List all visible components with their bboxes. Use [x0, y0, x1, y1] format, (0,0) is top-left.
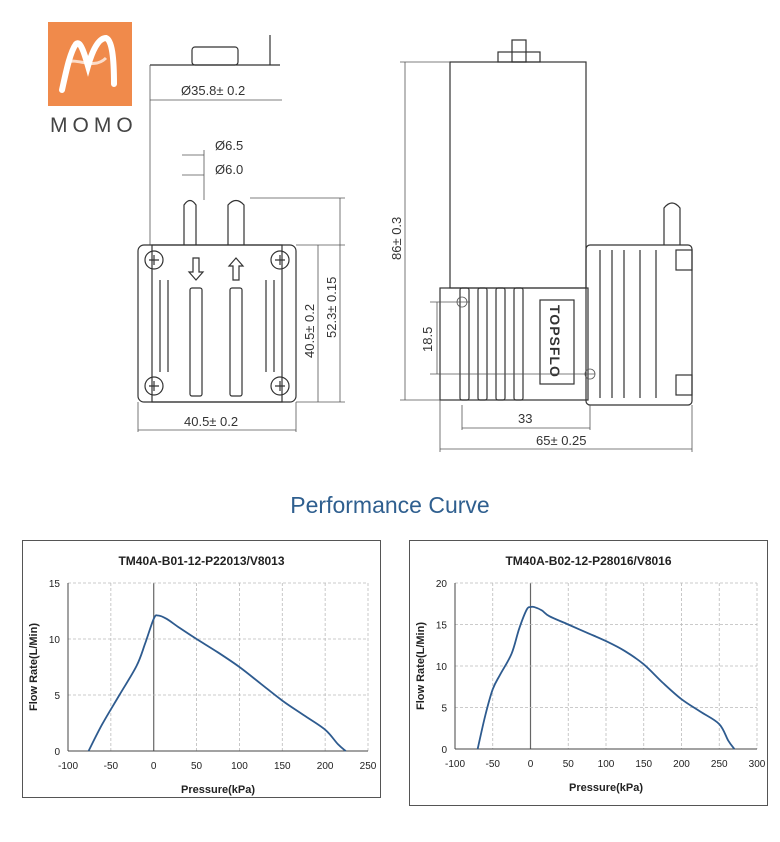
- x-tick-label: -100: [58, 761, 78, 772]
- y-axis-label: Flow Rate(L/Min): [28, 623, 40, 711]
- x-tick-label: -100: [445, 759, 465, 770]
- y-tick-label: 0: [54, 747, 60, 758]
- dim-diameter-port-inner: Ø6.0: [215, 162, 243, 177]
- dim-diameter-port-outer: Ø6.5: [215, 138, 243, 153]
- series-line: [476, 605, 736, 750]
- y-tick-label: 15: [436, 621, 448, 632]
- momo-m-logo-icon: [48, 22, 132, 106]
- dim-height-body: 40.5± 0.2: [302, 304, 317, 358]
- x-tick-label: 200: [673, 759, 690, 770]
- chart-1: TM40A-B01-12-P22013/V8013-100 -50 0 50 100 15…: [28, 554, 377, 796]
- x-tick-label: 0: [528, 759, 534, 770]
- y-tick-label: 5: [441, 704, 447, 715]
- x-tick-label: 250: [711, 759, 728, 770]
- y-tick-label: 10: [436, 662, 448, 673]
- x-tick-label: 200: [317, 761, 334, 772]
- x-axis-label: Pressure(kPa): [569, 782, 643, 794]
- y-tick-label: 15: [49, 579, 61, 590]
- x-tick-label: 50: [191, 761, 203, 772]
- x-tick-label: 250: [360, 761, 377, 772]
- chart-2-frame: TM40A-B02-12-P28016/V8016 -100 -50 0 50 100 15…: [409, 540, 768, 806]
- y-tick-label: 5: [54, 691, 60, 702]
- x-tick-label: -50: [486, 759, 501, 770]
- y-tick-label: 10: [49, 635, 61, 646]
- performance-title: Performance Curve: [290, 492, 490, 518]
- y-tick-label: 20: [436, 579, 448, 590]
- x-tick-label: 50: [563, 759, 575, 770]
- x-tick-label: 100: [231, 761, 248, 772]
- chart-1-frame: TM40A-B01-12-P22013/V8013 -100 -50 0 50 100 15…: [22, 540, 381, 798]
- dim-height-overall: 86± 0.3: [389, 217, 404, 260]
- x-tick-label: 0: [151, 761, 157, 772]
- x-tick-label: 100: [598, 759, 615, 770]
- chart-title: TM40A-B02-12-P28016/V8016: [505, 554, 671, 568]
- x-tick-label: 150: [274, 761, 291, 772]
- series-line: [87, 614, 347, 752]
- x-tick-label: 300: [749, 759, 766, 770]
- chart-title: TM40A-B01-12-P22013/V8013: [118, 554, 284, 568]
- logo-text: MOMO: [50, 114, 138, 137]
- technical-drawing: Ø35.8± 0.2 Ø6.5 Ø6.0 40.5± 0.2 52.3± 0.1…: [137, 35, 693, 452]
- dim-width-head: 33: [518, 411, 532, 426]
- y-tick-label: 0: [441, 745, 447, 756]
- x-tick-label: 150: [635, 759, 652, 770]
- brand-label: TOPSFLO: [547, 305, 563, 378]
- dim-diameter-body: Ø35.8± 0.2: [181, 83, 245, 98]
- dim-width-body: 40.5± 0.2: [184, 414, 238, 429]
- dim-width-overall: 65± 0.25: [536, 433, 587, 448]
- chart-2: TM40A-B02-12-P28016/V8016-100 -50 0 50 100 15…: [415, 554, 766, 794]
- x-tick-label: -50: [104, 761, 119, 772]
- y-axis-label: Flow Rate(L/Min): [415, 622, 427, 710]
- dim-height-total: 52.3± 0.15: [324, 277, 339, 338]
- x-axis-label: Pressure(kPa): [181, 784, 255, 796]
- dim-port-offset: 18.5: [420, 327, 435, 352]
